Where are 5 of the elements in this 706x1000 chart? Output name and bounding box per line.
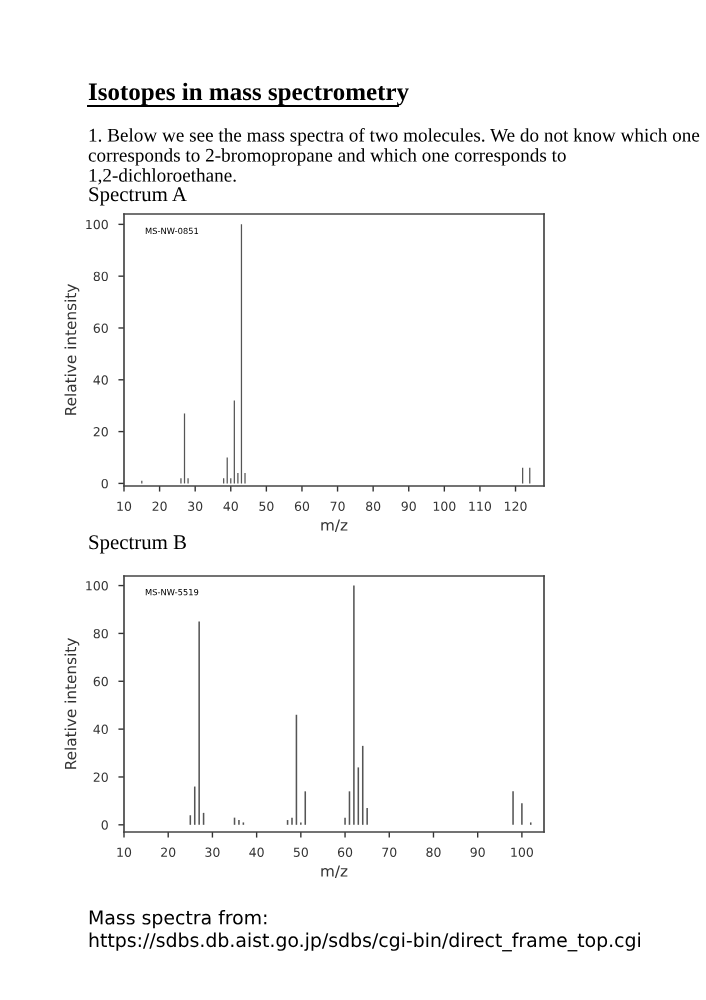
text: Isotopes in mass spectrometry bbox=[88, 82, 409, 106]
text: 1. Below we see the mass spectra of two molecules. We do not know which one corresponds to 2-bromopropane and which one corresponds to 1,2-dichloroethane. bbox=[88, 128, 700, 185]
chart-title: Spectrum B bbox=[89, 535, 186, 554]
chart-title: Spectrum A bbox=[89, 187, 187, 206]
text: Mass spectra from: https://sdbs.db.aist.go.jp/sdbs/cgi-bin/direct_frame_top.cgi bbox=[89, 910, 640, 952]
